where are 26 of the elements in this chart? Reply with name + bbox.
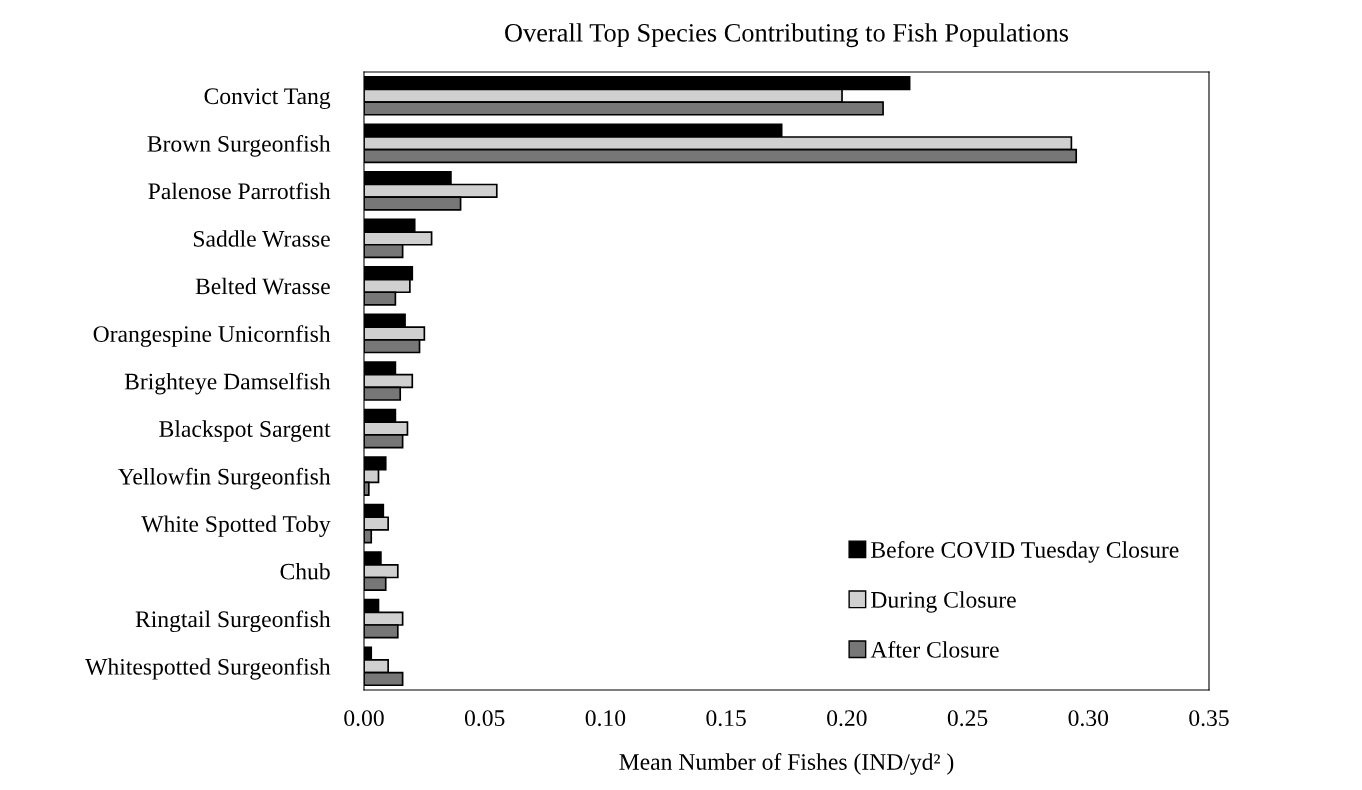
y-tick-label: White Spotted Toby bbox=[141, 515, 331, 537]
y-tick-label: Chub bbox=[280, 562, 330, 580]
y-tick-label: Saddle Wrasse bbox=[193, 230, 330, 247]
x-tick-label: 0.25 bbox=[947, 710, 988, 727]
chart-title: Overall Top Species Contributing to Fish Populations bbox=[505, 23, 1069, 48]
y-tick-label: Brown Surgeonfish bbox=[147, 135, 331, 157]
y-tick-label: Orangespine Unicornfish bbox=[93, 325, 331, 347]
x-tick-label: 0.15 bbox=[706, 710, 746, 727]
legend-label: During Closure bbox=[871, 591, 1016, 613]
y-tick-label: Blackspot Sargent bbox=[159, 420, 331, 442]
y-tick-label: Belted Wrasse bbox=[195, 277, 330, 295]
y-tick-label: Yellowfin Surgeonfish bbox=[117, 467, 331, 490]
y-tick-label: Convict Tang bbox=[204, 88, 331, 110]
x-tick-label: 0.05 bbox=[464, 710, 505, 727]
x-tick-label: 0.00 bbox=[344, 710, 384, 727]
y-tick-label: Ringtail Surgeonfish bbox=[135, 610, 331, 633]
x-tick-label: 0.35 bbox=[1189, 710, 1229, 727]
x-axis-title: Mean Number of Fishes (IND/yd² ) bbox=[619, 753, 954, 775]
y-tick-label: Palenose Parrotfish bbox=[148, 182, 331, 200]
legend-label: Before COVID Tuesday Closure bbox=[871, 541, 1179, 563]
x-tick-label: 0.30 bbox=[1068, 710, 1109, 727]
x-tick-label: 0.10 bbox=[585, 710, 626, 727]
x-tick-label: 0.20 bbox=[827, 710, 867, 727]
y-tick-label: Brighteye Damselfish bbox=[124, 372, 331, 395]
legend-label: After Closure bbox=[870, 640, 999, 658]
y-tick-label: Whitespotted Surgeonfish bbox=[85, 657, 331, 680]
